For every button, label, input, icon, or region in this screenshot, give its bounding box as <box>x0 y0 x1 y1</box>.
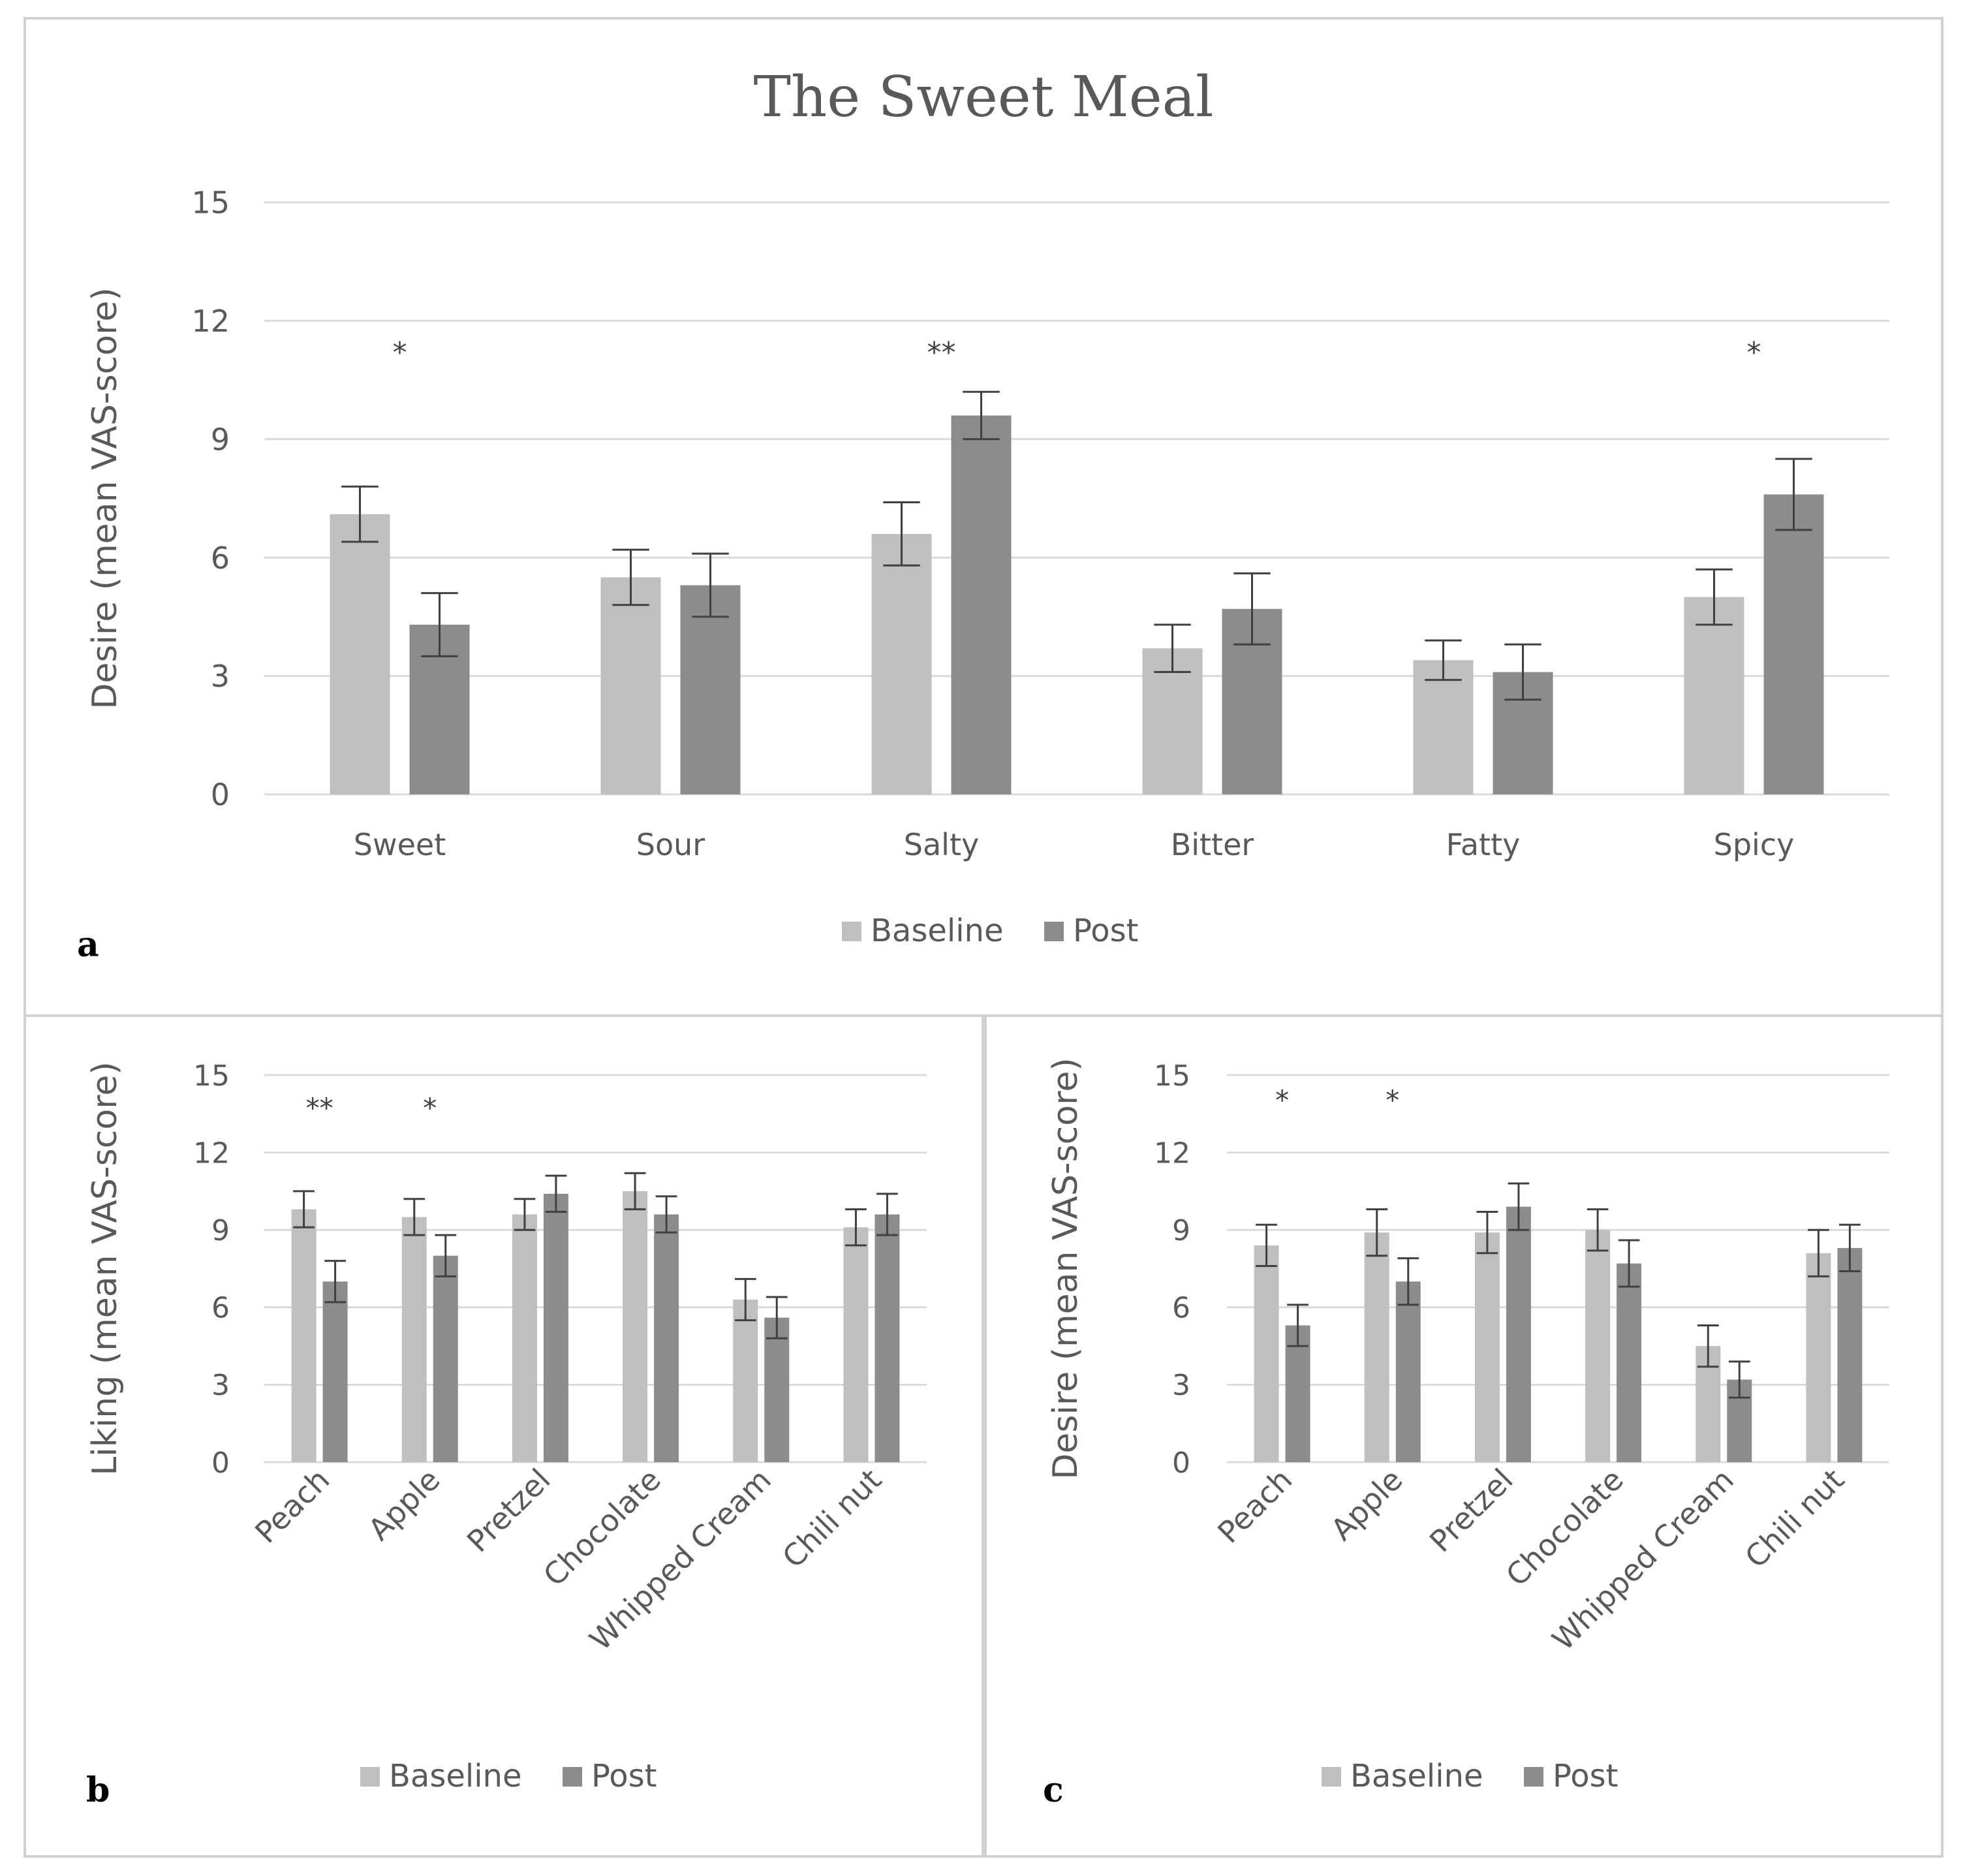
bar-baseline <box>871 533 932 794</box>
significance-marker: ** <box>927 336 956 369</box>
bar-post <box>1506 1206 1531 1462</box>
x-tick-label: Salty <box>904 827 979 862</box>
y-tick-label: 0 <box>1172 1446 1190 1480</box>
bar-baseline <box>401 1217 427 1462</box>
significance-marker: * <box>1275 1084 1289 1116</box>
y-tick-label: 9 <box>1172 1214 1190 1247</box>
legend-swatch-post <box>563 1767 582 1787</box>
panel-a-title: The Sweet Meal <box>754 65 1214 130</box>
y-tick-label: 0 <box>211 777 230 813</box>
y-tick-label: 3 <box>211 1369 230 1402</box>
legend-swatch-post <box>1524 1767 1543 1787</box>
bar-baseline <box>1364 1232 1389 1462</box>
bar-baseline <box>1585 1230 1611 1462</box>
bar-post <box>1837 1247 1863 1462</box>
y-axis-title: Desire (mean VAS-score) <box>85 287 125 709</box>
panel-b-letter: b <box>86 1770 110 1810</box>
bar-post <box>654 1214 679 1462</box>
legend-label-baseline: Baseline <box>871 913 1004 949</box>
y-tick-label: 6 <box>211 540 230 576</box>
legend-label-post: Post <box>1553 1758 1618 1794</box>
x-tick-label: Spicy <box>1714 827 1795 862</box>
bar-baseline <box>1684 597 1744 794</box>
y-tick-label: 12 <box>1154 1136 1190 1170</box>
bar-baseline <box>1413 660 1474 794</box>
significance-marker: * <box>1386 1084 1399 1116</box>
bar-post <box>543 1193 568 1462</box>
bar-baseline <box>291 1209 317 1462</box>
legend-label-post: Post <box>1073 913 1138 949</box>
y-tick-label: 6 <box>211 1292 230 1325</box>
legend-label-baseline: Baseline <box>389 1758 522 1794</box>
bar-post <box>764 1317 790 1462</box>
bar-post <box>875 1214 900 1462</box>
y-axis-title: Liking (mean VAS-score) <box>85 1061 125 1475</box>
legend-swatch-baseline <box>842 922 861 941</box>
x-tick-label: Bitter <box>1171 827 1254 862</box>
y-tick-label: 9 <box>211 1214 230 1247</box>
bar-baseline <box>600 577 661 794</box>
y-axis-title: Desire (mean VAS-score) <box>1046 1057 1085 1479</box>
panel-c-frame <box>984 1014 1944 1858</box>
bar-baseline <box>843 1227 869 1462</box>
bar-baseline <box>1806 1253 1831 1462</box>
legend-swatch-baseline <box>360 1767 380 1787</box>
significance-marker: * <box>1747 336 1761 369</box>
y-tick-label: 12 <box>191 304 230 339</box>
legend-label-baseline: Baseline <box>1350 1758 1483 1794</box>
x-tick-label: Sour <box>636 827 705 862</box>
y-tick-label: 9 <box>211 422 230 457</box>
significance-marker: ** <box>306 1092 333 1124</box>
legend-swatch-post <box>1044 922 1064 941</box>
y-tick-label: 15 <box>1154 1059 1190 1093</box>
significance-marker: * <box>393 336 407 369</box>
bar-post <box>322 1281 348 1462</box>
bar-baseline <box>623 1191 648 1462</box>
y-tick-label: 15 <box>193 1059 230 1093</box>
bar-post <box>1763 494 1824 794</box>
x-tick-label: Fatty <box>1446 827 1521 862</box>
bar-baseline <box>1254 1245 1279 1462</box>
legend-label-post: Post <box>591 1758 657 1794</box>
bar-baseline <box>1474 1232 1500 1462</box>
panel-a-letter: a <box>77 925 99 965</box>
y-tick-label: 0 <box>211 1446 230 1480</box>
legend-swatch-baseline <box>1322 1767 1341 1787</box>
bar-post <box>951 415 1012 794</box>
bar-baseline <box>512 1214 537 1462</box>
y-tick-label: 3 <box>1172 1369 1190 1402</box>
bar-baseline <box>330 514 390 794</box>
bar-post <box>1285 1325 1310 1462</box>
significance-marker: * <box>423 1092 437 1124</box>
y-tick-label: 3 <box>211 659 230 694</box>
x-tick-label: Sweet <box>354 827 446 862</box>
panel-c-letter: c <box>1043 1770 1064 1810</box>
bar-post <box>1617 1263 1642 1462</box>
bar-baseline <box>733 1299 758 1462</box>
y-tick-label: 15 <box>191 185 230 221</box>
bar-post <box>1395 1281 1421 1462</box>
y-tick-label: 6 <box>1172 1292 1190 1325</box>
y-tick-label: 12 <box>193 1136 230 1170</box>
panel-b-frame <box>23 1014 984 1858</box>
bar-post <box>680 585 741 794</box>
bar-post <box>433 1255 458 1462</box>
